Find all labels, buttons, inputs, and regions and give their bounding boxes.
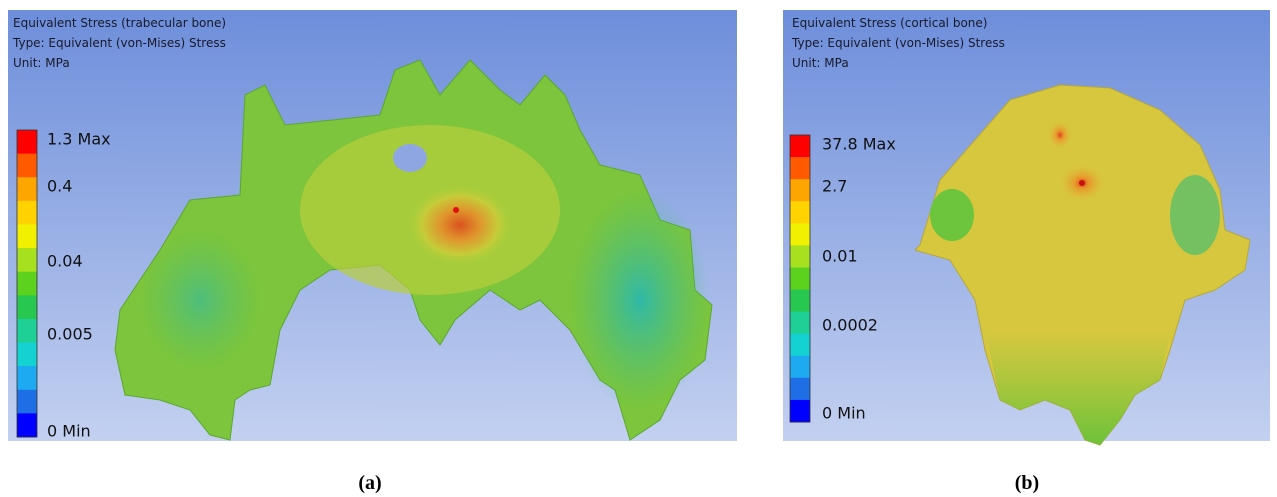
stress-peak [1079,180,1085,186]
stress-region [570,190,710,410]
legend-band [17,248,37,272]
panel-b: Equivalent Stress (cortical bone) Type: … [783,10,1270,494]
legend-band [17,366,37,390]
legend-band [790,290,810,313]
panel-title: Equivalent Stress (cortical bone) [792,16,987,30]
legend-band [17,130,37,154]
legend-band [790,223,810,246]
legend-band [17,201,37,225]
legend-band [790,400,810,423]
legend-label: 0.0002 [822,316,878,335]
legend-band [17,390,37,414]
legend-band [790,312,810,335]
legend-band [17,319,37,343]
legend-label: 0.04 [47,252,83,271]
stress-region [140,230,260,370]
stress-hotspot [405,183,515,267]
legend-label: 0 Min [822,404,866,423]
panel-type: Type: Equivalent (von-Mises) Stress [12,36,226,50]
legend-band [790,267,810,290]
figure: Equivalent Stress (trabecular bone) Type… [0,0,1277,497]
legend-label: 2.7 [822,177,847,196]
caption: (a) [358,472,381,494]
stress-peak [453,207,459,213]
legend-band [790,378,810,401]
legend-band [790,179,810,202]
panel-type: Type: Equivalent (von-Mises) Stress [791,36,1005,50]
legend-label: 1.3 Max [47,130,111,149]
panel-unit: Unit: MPa [13,56,70,70]
hole [393,144,427,172]
panel-unit: Unit: MPa [792,56,849,70]
legend-band [790,356,810,379]
panel-title: Equivalent Stress (trabecular bone) [13,16,226,30]
legend-band [17,272,37,296]
legend-band [17,154,37,178]
legend-band [17,177,37,201]
panel-a: Equivalent Stress (trabecular bone) Type… [8,10,737,494]
stress-region [1170,175,1220,255]
page: Equivalent Stress (trabecular bone) Type… [0,0,1277,497]
legend-band [17,295,37,319]
legend-band [17,413,37,437]
legend-band [790,201,810,224]
legend-band [17,224,37,248]
legend-label: 0.005 [47,325,93,344]
legend-band [790,135,810,158]
legend-band [790,245,810,268]
legend-band [790,334,810,357]
legend-label: 0.01 [822,247,858,266]
legend-label: 0.4 [47,177,72,196]
stress-region [930,189,974,241]
legend-label: 37.8 Max [822,135,896,154]
legend-band [17,343,37,367]
stress-hotspot [1048,121,1072,149]
caption: (b) [1015,472,1039,494]
legend-band [790,157,810,180]
legend-label: 0 Min [47,422,91,441]
